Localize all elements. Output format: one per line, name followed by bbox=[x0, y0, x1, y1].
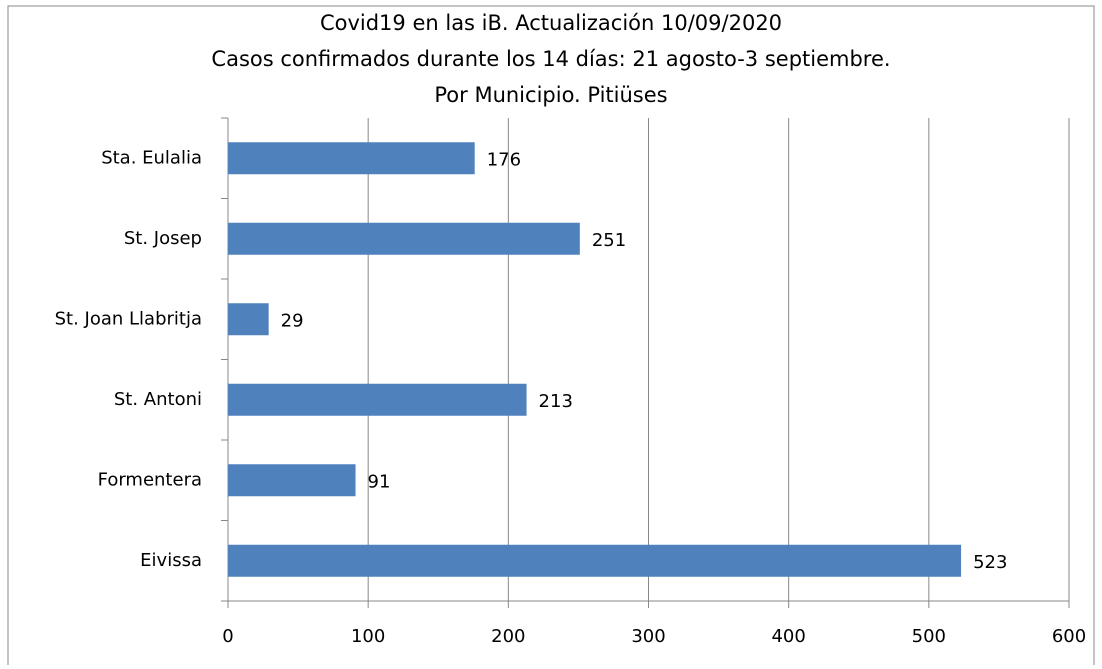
bar bbox=[228, 222, 580, 255]
y-tick-label: Formentera bbox=[98, 469, 202, 490]
y-tick-label: St. Antoni bbox=[114, 389, 202, 410]
data-label: 213 bbox=[539, 391, 573, 412]
x-tick-label: 500 bbox=[912, 626, 946, 647]
x-tick-label: 100 bbox=[351, 626, 385, 647]
x-tick-label: 400 bbox=[771, 626, 805, 647]
x-tick-label: 300 bbox=[631, 626, 665, 647]
y-tick-label: St. Josep bbox=[124, 228, 202, 249]
bar bbox=[228, 303, 269, 336]
data-label: 251 bbox=[592, 230, 626, 251]
chart-title: Casos confirmados durante los 14 días: 2… bbox=[211, 47, 890, 71]
data-label: 523 bbox=[973, 552, 1007, 573]
x-tick-label: 0 bbox=[222, 626, 233, 647]
chart-title: Covid19 en las iB. Actualización 10/09/2… bbox=[320, 11, 782, 35]
x-tick-label: 600 bbox=[1052, 626, 1086, 647]
chart-title: Por Municipio. Pitiüses bbox=[434, 83, 667, 107]
bar bbox=[228, 464, 356, 497]
y-tick-label: St. Joan Llabritja bbox=[55, 308, 202, 329]
y-tick-label: Sta. Eulalia bbox=[101, 147, 202, 168]
data-label: 29 bbox=[281, 310, 304, 331]
bar bbox=[228, 544, 962, 577]
x-tick-label: 200 bbox=[491, 626, 525, 647]
bar bbox=[228, 142, 475, 175]
data-label: 176 bbox=[487, 149, 521, 170]
data-label: 91 bbox=[368, 471, 391, 492]
bar bbox=[228, 383, 527, 416]
y-tick-label: Eivissa bbox=[140, 550, 202, 571]
